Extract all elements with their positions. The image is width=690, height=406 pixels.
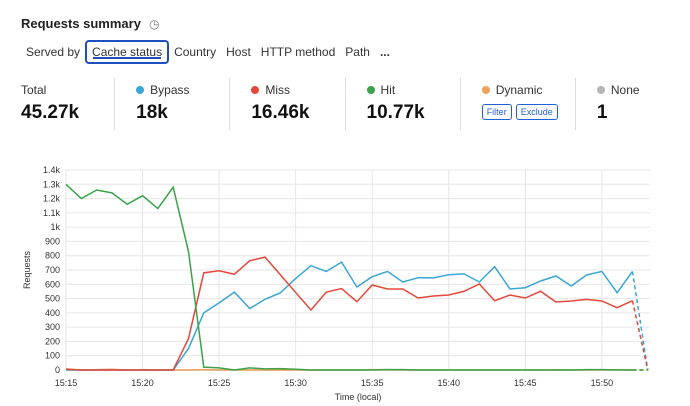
stat-miss[interactable]: Miss 16.46k bbox=[230, 78, 346, 130]
stat-label: Dynamic bbox=[495, 83, 543, 97]
stat-label: Hit bbox=[380, 83, 396, 97]
x-axis-label: Time (local) bbox=[335, 392, 382, 402]
x-tick-label: 15:30 bbox=[284, 378, 307, 388]
requests-chart[interactable]: 0 100 200 300 400 500 600 700 800 900 1k 1.1k 1.2k 1.… bbox=[0, 160, 690, 406]
series-dashed-miss bbox=[631, 300, 649, 371]
series-line-hit bbox=[65, 183, 633, 371]
stat-dynamic[interactable]: Dynamic Filter Exclude bbox=[461, 78, 576, 130]
series-line-miss bbox=[65, 256, 633, 371]
stat-total: Total 45.27k bbox=[0, 78, 116, 130]
y-tick-label: 200 bbox=[45, 336, 60, 346]
group-by-tabs: Served by Cache status Country Host HTTP… bbox=[21, 40, 395, 64]
legend-dot-icon bbox=[251, 86, 260, 94]
stat-value: 18k bbox=[136, 102, 168, 123]
tab-host[interactable]: Host bbox=[226, 45, 251, 59]
y-tick-label: 800 bbox=[45, 251, 60, 261]
legend-dot-icon bbox=[136, 86, 145, 94]
tab-country[interactable]: Country bbox=[174, 45, 217, 59]
stat-value: 1 bbox=[596, 102, 608, 123]
y-tick-label: 500 bbox=[45, 294, 60, 304]
y-tick-label: 400 bbox=[45, 308, 60, 318]
y-tick-label: 1k bbox=[50, 222, 60, 232]
stat-value: 45.27k bbox=[21, 102, 80, 123]
stat-value: 16.46k bbox=[251, 102, 310, 123]
y-tick-label: 1.1k bbox=[43, 208, 61, 218]
series-line-bypass bbox=[66, 261, 634, 371]
legend-dot-icon bbox=[481, 86, 490, 94]
y-tick-label: 1.4k bbox=[43, 165, 61, 175]
series-dashed-bypass bbox=[631, 271, 649, 371]
x-tick-label: 15:15 bbox=[55, 378, 78, 388]
stat-label: Total bbox=[21, 83, 47, 97]
stat-none[interactable]: None 1 bbox=[576, 78, 690, 130]
stat-hit[interactable]: Hit 10.77k bbox=[346, 78, 461, 130]
stat-label: Miss bbox=[265, 83, 291, 97]
y-tick-label: 900 bbox=[45, 236, 60, 246]
legend-dot-icon bbox=[366, 86, 375, 94]
y-tick-label: 100 bbox=[45, 351, 60, 361]
stat-label: Bypass bbox=[150, 83, 190, 97]
tab-http-method[interactable]: HTTP method bbox=[260, 45, 336, 59]
x-tick-label: 15:40 bbox=[437, 378, 460, 388]
stat-label: None bbox=[610, 83, 640, 97]
y-tick-label: 700 bbox=[45, 265, 60, 275]
x-tick-label: 15:35 bbox=[361, 378, 384, 388]
page-header: Requests summary ◷ bbox=[21, 16, 159, 31]
x-tick-label: 15:25 bbox=[208, 378, 231, 388]
y-tick-label: 0 bbox=[55, 365, 60, 375]
legend-dot-icon bbox=[596, 86, 605, 94]
tab-path[interactable]: Path bbox=[345, 45, 370, 59]
exclude-button[interactable]: Exclude bbox=[515, 104, 558, 120]
y-axis-label: Requests bbox=[22, 250, 32, 289]
y-tick-label: 300 bbox=[45, 322, 60, 332]
tab-served-by[interactable]: Served by bbox=[26, 45, 81, 59]
more-tabs-button[interactable]: ... bbox=[379, 45, 390, 59]
pie-clock-icon[interactable]: ◷ bbox=[148, 16, 160, 31]
tab-cache-status[interactable]: Cache status bbox=[85, 40, 170, 64]
y-tick-label: 1.2k bbox=[43, 194, 61, 204]
filter-button[interactable]: Filter bbox=[481, 104, 512, 120]
x-tick-label: 15:20 bbox=[131, 378, 154, 388]
stat-bypass[interactable]: Bypass 18k bbox=[115, 78, 231, 130]
y-tick-label: 1.3k bbox=[43, 179, 61, 189]
x-tick-label: 15:45 bbox=[514, 378, 537, 388]
y-tick-label: 600 bbox=[45, 279, 60, 289]
x-tick-label: 15:50 bbox=[591, 378, 614, 388]
page-title: Requests summary bbox=[21, 16, 141, 31]
stats-row: Total 45.27k Bypass 18k Miss 16.46k Hit 10.7… bbox=[0, 78, 690, 130]
stat-value: 10.77k bbox=[366, 102, 425, 123]
